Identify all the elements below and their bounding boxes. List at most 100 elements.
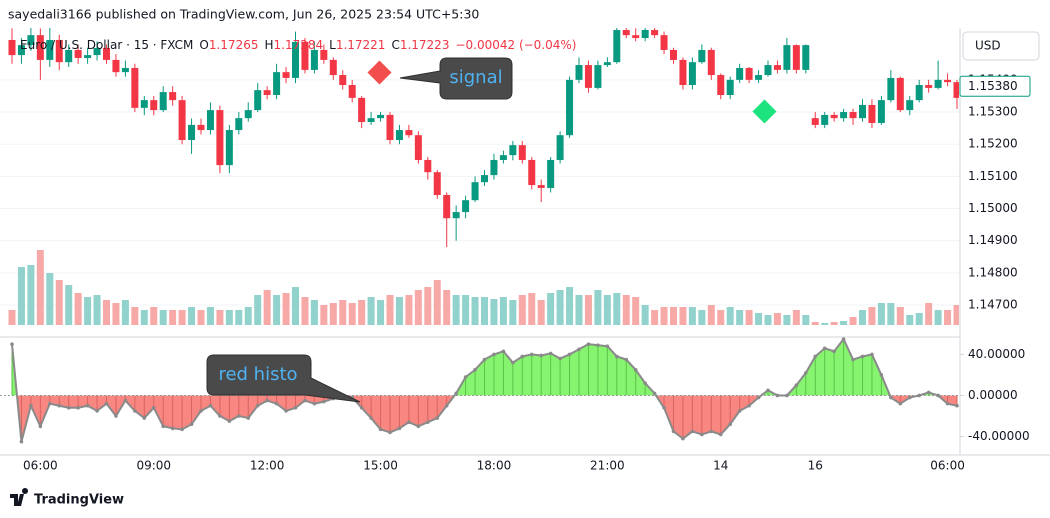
volume-bar [301,297,309,325]
candle-body [386,114,394,141]
oscillator-point [312,401,317,406]
candle-body [764,65,772,76]
volume-bar [528,293,536,325]
candle-body [490,159,498,176]
volume-bar [424,287,432,325]
y-tick-label: 1.15100 [968,169,1018,183]
volume-bar [74,293,82,325]
candle-body [868,104,876,123]
volume-bar [131,307,139,325]
candle-body [745,67,753,80]
candle-body [934,79,942,88]
oscillator-point [293,405,298,410]
symbol-title: Euro / U.S. Dollar · 15 · FXCM [20,38,193,52]
volume-bar [811,322,819,325]
volume-bar [764,315,772,325]
candle-body [424,159,432,173]
candle-body [443,195,451,219]
oscillator-point [66,405,71,410]
candle-body [55,39,63,63]
candle-body [273,72,281,95]
candle-body [811,118,819,125]
oscillator-point [511,360,515,365]
volume-bar [603,295,611,325]
volume-bar [651,310,659,325]
volume-bar [499,297,507,325]
oscillator-point [359,405,364,410]
volume-bar [17,267,25,325]
candle-body [613,30,621,63]
volume-bar [159,310,167,325]
candle-body [405,130,413,136]
oscillator-point [246,416,251,420]
candle-body [112,59,120,73]
volume-bar [206,307,214,325]
candle-body [821,114,829,125]
volume-bar [462,295,470,325]
candle-body [755,75,763,80]
volume-bar [367,297,375,325]
candle-body [131,67,139,108]
volume-bar [773,313,781,325]
volume-bar [433,280,441,325]
oscillator-point [322,399,326,404]
oscillator-point [936,393,940,398]
oscillator-point [48,401,52,406]
volume-bar [188,307,196,325]
candle-body [622,30,630,36]
oscillator-point [643,381,647,385]
candle-body [528,159,536,186]
volume-bar [509,300,517,325]
oscillator-point [388,430,392,435]
candle-body [849,112,857,119]
candle-body [93,48,101,56]
brand-name: TradingView [34,493,124,508]
candle-body [481,175,488,183]
volume-bar [452,295,460,325]
x-tick-label: 14 [713,459,728,473]
candle-body [859,104,866,119]
volume-bar [632,297,640,325]
candle-body [471,182,479,201]
candle-body [660,35,668,50]
x-tick-label: 18:00 [477,459,512,473]
volume-bar [490,299,498,325]
y-tick-label: -40.00000 [968,429,1030,443]
x-tick-label: 09:00 [136,459,171,473]
oscillator-point [586,342,591,346]
oscillator-point [785,393,789,398]
oscillator-point [832,349,836,354]
volume-bar [46,273,54,325]
volume-bar [641,305,649,325]
candle-body [509,145,517,156]
ohlc-value: 1.17284 [274,38,324,52]
volume-bar [329,303,337,325]
oscillator-point [369,416,373,420]
volume-bar [698,310,706,325]
currency-button[interactable] [962,31,1040,61]
candle-body [46,39,54,60]
oscillator-point [539,353,543,358]
candle-body [17,45,25,56]
candle-body [915,85,923,101]
volume-bar [736,310,744,325]
volume-bar [282,293,290,325]
candle-body [74,49,82,58]
volume-bar [537,300,545,325]
callout-signal: signal [399,57,513,100]
oscillator-point [407,420,411,424]
volume-bar [547,293,555,325]
y-tick-label: 1.15000 [968,201,1018,215]
candle-body [632,35,640,39]
volume-bar [310,300,318,325]
ohlc-value: 1.17221 [336,38,386,52]
candle-body [254,90,262,111]
oscillator-point [444,403,449,408]
candle-body [244,110,252,119]
callout-text: red histo [218,364,297,385]
oscillator-point [889,395,893,400]
candle-body [944,79,952,83]
volume-bar [197,310,205,325]
oscillator-point [907,395,912,400]
